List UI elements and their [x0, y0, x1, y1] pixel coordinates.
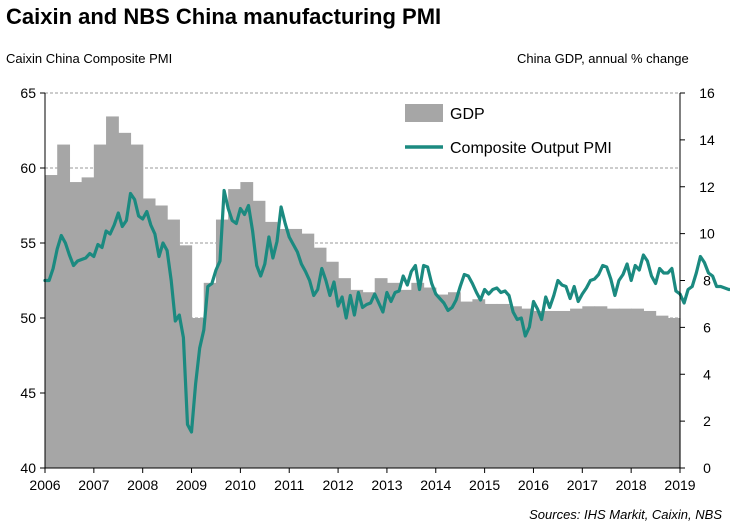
gdp-bar [435, 294, 449, 468]
right-tick-label: 4 [703, 366, 711, 382]
gdp-bar [240, 182, 254, 468]
gdp-bar [570, 308, 583, 468]
gdp-bar [374, 278, 388, 468]
left-tick-label: 40 [20, 460, 36, 476]
right-tick-label: 16 [699, 85, 715, 101]
x-tick-label: 2008 [127, 477, 158, 493]
gdp-bar [496, 303, 510, 468]
gdp-bar [45, 175, 58, 468]
x-tick-label: 2014 [420, 477, 451, 493]
x-tick-label: 2012 [322, 477, 353, 493]
x-tick-label: 2017 [567, 477, 598, 493]
gdp-bar [203, 282, 217, 468]
gdp-bar [533, 310, 547, 468]
gdp-bar [386, 282, 400, 468]
gdp-bar [447, 292, 461, 468]
x-tick-label: 2007 [78, 477, 109, 493]
legend: GDP Composite Output PMI [405, 104, 612, 157]
x-tick-label: 2018 [616, 477, 647, 493]
gdp-bar [484, 303, 498, 468]
right-tick-label: 10 [699, 226, 715, 242]
x-tick-label: 2010 [225, 477, 256, 493]
gdp-bar [154, 205, 168, 468]
legend-pmi-label: Composite Output PMI [450, 140, 612, 157]
x-tick-label: 2016 [518, 477, 549, 493]
gdp-bar [545, 310, 559, 468]
gdp-bar [557, 310, 571, 468]
gdp-bar [594, 306, 608, 468]
gdp-bar [325, 261, 339, 468]
right-axis-title: China GDP, annual % change [517, 51, 689, 66]
gdp-bar [118, 132, 132, 468]
gdp-bar [338, 278, 351, 468]
gdp-bar [618, 308, 632, 468]
left-tick-label: 50 [20, 310, 36, 326]
gdp-bar [81, 177, 95, 468]
right-tick-label: 8 [703, 273, 711, 289]
right-tick-label: 0 [703, 460, 711, 476]
legend-gdp-swatch [405, 104, 443, 122]
right-tick-label: 2 [703, 413, 711, 429]
gdp-bar [606, 308, 620, 468]
gdp-bar [411, 282, 425, 468]
right-tick-label: 6 [703, 319, 711, 335]
legend-gdp-label: GDP [450, 106, 485, 123]
gdp-bar [643, 310, 657, 468]
gdp-bar [106, 116, 119, 468]
gdp-bar [631, 308, 644, 468]
right-tick-label: 12 [699, 179, 715, 195]
gdp-bar [350, 289, 364, 468]
source-note: Sources: IHS Markit, Caixin, NBS [529, 507, 722, 522]
pmi-line [43, 188, 730, 434]
left-tick-label: 45 [20, 385, 36, 401]
gdp-bar [313, 247, 327, 468]
gdp-bar [509, 306, 522, 468]
gdp-bar [215, 219, 229, 468]
gdp-bar [399, 289, 412, 468]
chart-canvas: 40 45 50 55 60 65 0 2 4 6 8 10 12 14 16 2006 2007 2008 200… [20, 85, 730, 493]
gdp-bar [130, 144, 144, 468]
gdp-bar [277, 228, 290, 468]
gdp-bar [191, 318, 205, 468]
left-axis-title: Caixin China Composite PMI [6, 51, 173, 66]
chart-title: Caixin and NBS China manufacturing PMI [6, 4, 442, 29]
gdp-bar [264, 221, 278, 468]
left-tick-label: 65 [20, 85, 36, 101]
x-tick-label: 2015 [469, 477, 500, 493]
gdp-bar [301, 233, 315, 468]
pmi-line-path [43, 188, 730, 434]
x-tick-label: 2009 [176, 477, 207, 493]
left-tick-label: 55 [20, 235, 36, 251]
gdp-bar [142, 198, 156, 468]
gdp-bar [69, 182, 83, 468]
gdp-bar [521, 308, 535, 468]
left-tick-label: 60 [20, 160, 36, 176]
x-tick-label: 2006 [29, 477, 60, 493]
x-tick-label: 2019 [664, 477, 695, 493]
gdp-bar [472, 299, 486, 468]
gdp-bar [582, 306, 596, 468]
gdp-bar [423, 287, 437, 468]
gdp-bar [228, 189, 241, 468]
gdp-bar [289, 228, 303, 468]
gdp-bar [93, 144, 107, 468]
gdp-bar [655, 315, 669, 468]
gdp-bar [460, 301, 474, 468]
x-tick-label: 2013 [371, 477, 402, 493]
gdp-bar [667, 318, 681, 468]
x-tick-label: 2011 [274, 477, 304, 493]
axes: 40 45 50 55 60 65 0 2 4 6 8 10 12 14 16 2006 2007 2008 200… [20, 85, 715, 493]
gdp-bar [362, 292, 376, 468]
right-tick-label: 14 [699, 132, 715, 148]
gdp-bar [57, 144, 71, 468]
